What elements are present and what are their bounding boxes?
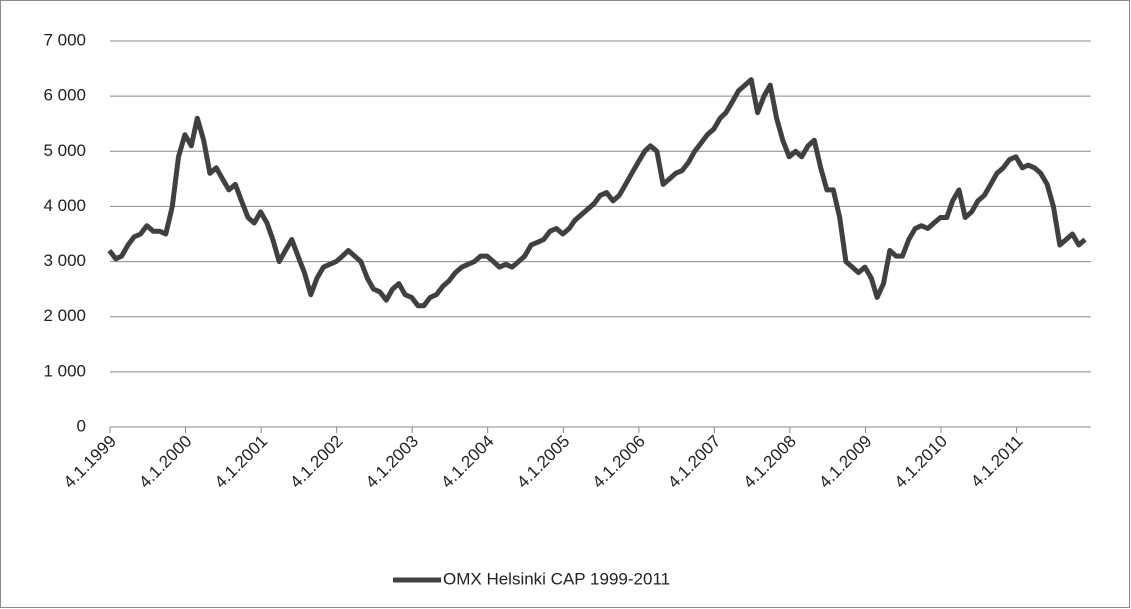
y-tick-label: 7 000 xyxy=(43,30,86,49)
y-tick-label: 5 000 xyxy=(43,141,86,160)
y-tick-label: 0 xyxy=(77,416,86,435)
y-tick-label: 6 000 xyxy=(43,86,86,105)
y-tick-label: 3 000 xyxy=(43,251,86,270)
y-tick-label: 4 000 xyxy=(43,196,86,215)
line-series xyxy=(107,77,1087,309)
y-tick-label: 1 000 xyxy=(43,361,86,380)
legend-label: OMX Helsinki CAP 1999-2011 xyxy=(443,569,670,588)
y-tick-label: 2 000 xyxy=(43,306,86,325)
